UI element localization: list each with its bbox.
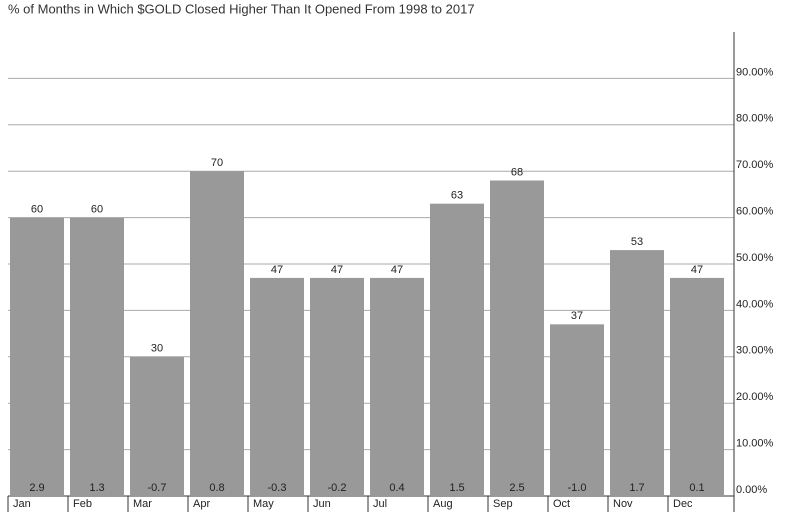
secondary-value-label: 1.5: [449, 482, 464, 494]
y-tick-label: 10.00%: [736, 438, 774, 450]
bar: [610, 250, 664, 496]
bar: [430, 203, 484, 496]
bar: [550, 324, 604, 496]
bar-value-label: 70: [211, 157, 223, 169]
bar-value-label: 30: [151, 343, 163, 355]
y-tick-label: 90.00%: [736, 66, 774, 78]
secondary-value-label: 1.7: [629, 482, 644, 494]
y-tick-label: 20.00%: [736, 391, 774, 403]
x-tick-label: Dec: [673, 498, 693, 510]
secondary-value-label: -1.0: [568, 482, 587, 494]
bar: [250, 277, 304, 496]
x-tick-label: Aug: [433, 498, 453, 510]
y-tick-label: 0.00%: [736, 484, 767, 496]
x-tick-label: Jun: [313, 498, 331, 510]
bar: [370, 277, 424, 496]
x-tick-label: Feb: [73, 498, 92, 510]
x-tick-label: Oct: [553, 498, 570, 510]
bar-value-label: 68: [511, 166, 523, 178]
chart-title: % of Months in Which $GOLD Closed Higher…: [8, 1, 475, 16]
bar-value-label: 47: [691, 264, 703, 276]
bar: [310, 277, 364, 496]
y-tick-label: 50.00%: [736, 252, 774, 264]
bar-value-label: 53: [631, 236, 643, 248]
bar-value-label: 60: [31, 204, 43, 216]
secondary-value-label: -0.2: [328, 482, 347, 494]
y-tick-label: 40.00%: [736, 298, 774, 310]
bar-value-label: 47: [271, 264, 283, 276]
x-tick-label: May: [253, 498, 274, 510]
bar-value-label: 60: [91, 204, 103, 216]
secondary-value-label: 2.5: [509, 482, 524, 494]
x-tick-label: Jan: [13, 498, 31, 510]
y-tick-label: 60.00%: [736, 206, 774, 218]
y-tick-label: 70.00%: [736, 159, 774, 171]
bar: [70, 217, 124, 496]
secondary-value-label: -0.3: [268, 482, 287, 494]
x-tick-label: Mar: [133, 498, 152, 510]
bar: [490, 180, 544, 497]
bar-value-label: 37: [571, 310, 583, 322]
bar-value-label: 63: [451, 190, 463, 202]
x-tick-label: Sep: [493, 498, 513, 510]
secondary-value-label: 2.9: [29, 482, 44, 494]
x-tick-label: Jul: [373, 498, 387, 510]
x-tick-label: Nov: [613, 498, 633, 510]
secondary-value-label: 0.8: [209, 482, 224, 494]
secondary-value-label: 0.4: [389, 482, 404, 494]
x-tick-label: Apr: [193, 498, 210, 510]
bar: [190, 171, 244, 496]
secondary-value-label: 0.1: [689, 482, 704, 494]
secondary-value-label: 1.3: [89, 482, 104, 494]
y-tick-label: 80.00%: [736, 113, 774, 125]
bar-value-label: 47: [331, 264, 343, 276]
bar-value-label: 47: [391, 264, 403, 276]
secondary-value-label: -0.7: [148, 482, 167, 494]
bar: [10, 217, 64, 496]
bar: [130, 356, 184, 496]
bar: [670, 277, 724, 496]
y-tick-label: 30.00%: [736, 345, 774, 357]
